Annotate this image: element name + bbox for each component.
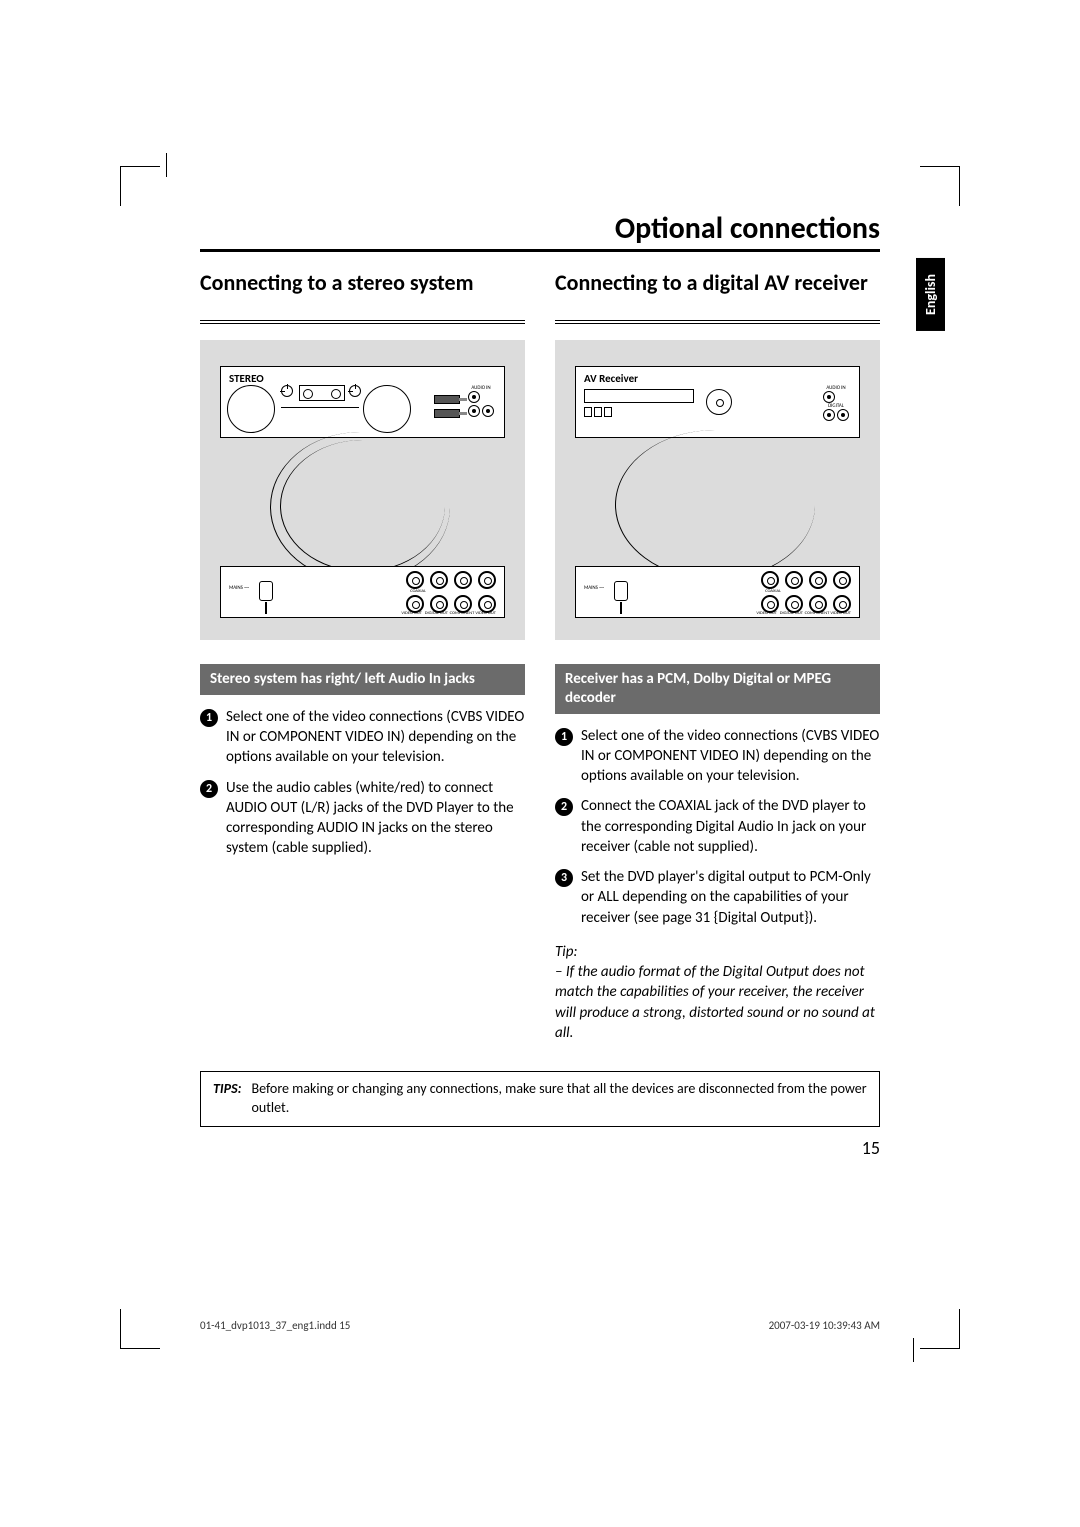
label-coaxial: COAXIAL (765, 589, 781, 594)
port-icon (454, 571, 472, 589)
label-video-out: VIDEO OUT (401, 611, 422, 616)
knob-icon (349, 385, 361, 397)
cord-icon (614, 581, 628, 601)
crop-mark (120, 1309, 160, 1349)
footer-timestamp: 2007-03-19 10:39:43 AM (769, 1319, 880, 1332)
label-audio-in: AUDIO IN (468, 385, 494, 391)
speaker-icon (227, 385, 275, 433)
step-bullet: 3 (555, 869, 573, 887)
label-mains: MAINS ⁓ (584, 585, 604, 591)
label-digital-out: DIGITAL OUT (780, 611, 803, 616)
disc-icon (706, 389, 732, 415)
crop-mark (120, 166, 160, 206)
display-icon (584, 389, 694, 403)
label-video-out: VIDEO OUT (756, 611, 777, 616)
label-audio-in: AUDIO IN (823, 385, 849, 391)
page-number: 15 (200, 1137, 880, 1159)
step-text: Set the DVD player's digital output to P… (581, 867, 880, 928)
step-bullet: 1 (555, 728, 573, 746)
step-text: Connect the COAXIAL jack of the DVD play… (581, 796, 880, 857)
cable (615, 430, 815, 580)
audio-in-jacks: AUDIO IN (468, 385, 494, 417)
knob-icon (281, 385, 293, 397)
step-bullet: 1 (200, 709, 218, 727)
dvd-device: MAINS ⁓ COAXIAL DIGIT (575, 566, 860, 618)
receiver-label: AV Receiver (584, 372, 638, 385)
footer: 01-41_dvp1013_37_eng1.indd 15 2007-03-19… (200, 1319, 880, 1332)
cord-icon (259, 581, 273, 601)
label-mains: MAINS ⁓ (229, 585, 249, 591)
label-component: COMPONENT VIDEO OUT (450, 611, 496, 616)
plug-icon (434, 395, 460, 404)
step-text: Select one of the video connections (CVB… (581, 726, 880, 787)
stereo-label: STEREO (229, 372, 264, 385)
port-icon (430, 571, 448, 589)
col-stereo: Connecting to a stereo system STEREO AUD… (200, 270, 525, 1043)
page-content: Optional connections Connecting to a ste… (200, 210, 880, 1297)
port-icon (761, 571, 779, 589)
label-digital-out: DIGITAL OUT (425, 611, 448, 616)
footer-file: 01-41_dvp1013_37_eng1.indd 15 (200, 1319, 350, 1332)
tip-label: Tip: (555, 942, 880, 962)
port-icon (833, 571, 851, 589)
tip-block: Tip: – If the audio format of the Digita… (555, 942, 880, 1043)
heading-receiver: Connecting to a digital AV receiver (555, 270, 880, 324)
speaker-icon (363, 385, 411, 433)
tips-box: TIPS: Before making or changing any conn… (200, 1071, 880, 1127)
port-icon (785, 571, 803, 589)
language-tab: English (916, 258, 945, 331)
slots-icon (584, 407, 612, 417)
tape-icon (299, 385, 345, 401)
receiver-device: AV Receiver AUDIO IN DIGITAL (575, 366, 860, 438)
port-icon (478, 571, 496, 589)
crop-mark (920, 166, 960, 206)
port-icon (809, 571, 827, 589)
tip-text: – If the audio format of the Digital Out… (555, 962, 880, 1043)
crop-mark (920, 1309, 960, 1349)
col-receiver: Connecting to a digital AV receiver AV R… (555, 270, 880, 1043)
tips-label: TIPS: (213, 1080, 242, 1118)
steps-receiver: 1 Select one of the video connections (CV… (555, 726, 880, 928)
cable (280, 440, 445, 572)
label-coaxial: COAXIAL (410, 589, 426, 594)
digital-in-jacks: AUDIO IN DIGITAL (823, 385, 849, 421)
crop-tick (166, 153, 167, 177)
stereo-device: STEREO AUDIO IN (220, 366, 505, 438)
diagram-receiver: AV Receiver AUDIO IN DIGITAL MAINS ⁓ (555, 340, 880, 640)
crop-tick (913, 1338, 914, 1362)
step-text: Use the audio cables (white/red) to conn… (226, 778, 525, 859)
subhead-receiver: Receiver has a PCM, Dolby Digital or MPE… (555, 664, 880, 714)
steps-stereo: 1 Select one of the video connections (CV… (200, 707, 525, 859)
step-text: Select one of the video connections (CVB… (226, 707, 525, 768)
subhead-stereo: Stereo system has right/ left Audio In j… (200, 664, 525, 695)
label-component: COMPONENT VIDEO OUT (805, 611, 851, 616)
dvd-device: MAINS ⁓ COAXIAL DIGIT (220, 566, 505, 618)
diagram-stereo: STEREO AUDIO IN (200, 340, 525, 640)
divider (281, 407, 359, 408)
page-title: Optional connections (200, 210, 880, 252)
step-bullet: 2 (555, 798, 573, 816)
heading-stereo: Connecting to a stereo system (200, 270, 525, 324)
tips-text: Before making or changing any connection… (252, 1080, 868, 1118)
port-icon (406, 571, 424, 589)
step-bullet: 2 (200, 780, 218, 798)
plug-icon (434, 409, 460, 418)
